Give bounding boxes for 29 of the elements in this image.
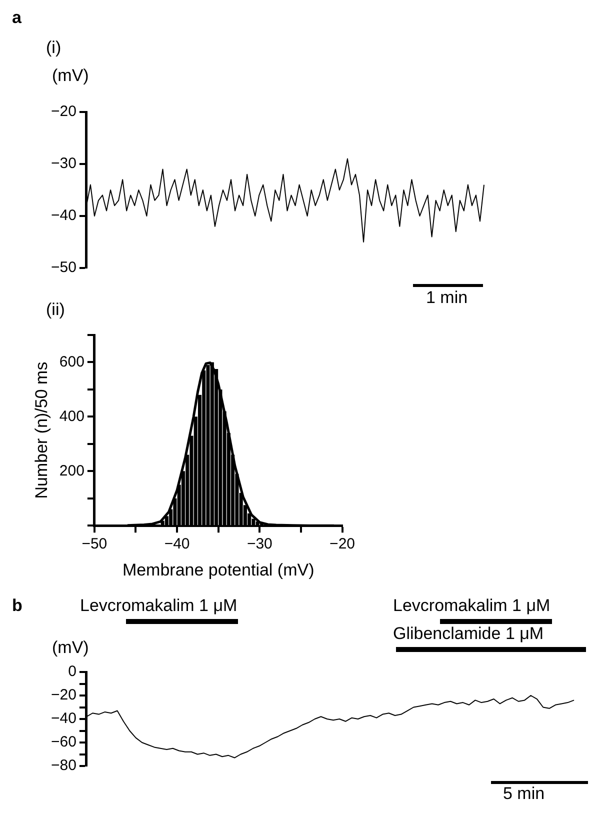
text: Levcromakalim 1 μM (80, 596, 238, 616)
text: Levcromakalim 1 μM (393, 596, 550, 616)
text: b (12, 596, 22, 616)
x-tick-label: −20 (330, 536, 356, 553)
text: 5 min (503, 784, 545, 804)
y-tick-label: −20 (50, 686, 76, 704)
y-tick-label: −50 (50, 259, 76, 276)
text: 1 min (426, 288, 468, 308)
y-axis-title: Number (n)/50 ms (32, 362, 51, 499)
x-tick-label: −40 (164, 536, 190, 553)
chart-title: (i) (46, 38, 62, 58)
y-tick-label: 0 (68, 663, 76, 680)
x-axis-title: Membrane potential (mV) (122, 560, 314, 580)
x-tick-label: −50 (82, 536, 108, 553)
x-tick-label: −30 (246, 536, 272, 553)
y-tick-label: −40 (50, 710, 76, 728)
y-tick-label: −20 (50, 103, 76, 120)
y-tick-label: −30 (50, 155, 76, 172)
chart-title: (ii) (46, 300, 65, 320)
y-tick-label: 600 (59, 353, 84, 370)
text: Glibenclamide 1 μM (393, 624, 544, 644)
y-tick-label: −60 (50, 734, 76, 751)
y-axis-title: (mV) (52, 66, 89, 86)
y-tick-label: 200 (59, 462, 84, 480)
y-tick-label: 400 (59, 408, 84, 425)
y-axis-title: (mV) (52, 638, 89, 658)
text: a (12, 8, 22, 28)
y-tick-label: −80 (50, 757, 76, 774)
y-tick-label: −40 (50, 207, 76, 224)
